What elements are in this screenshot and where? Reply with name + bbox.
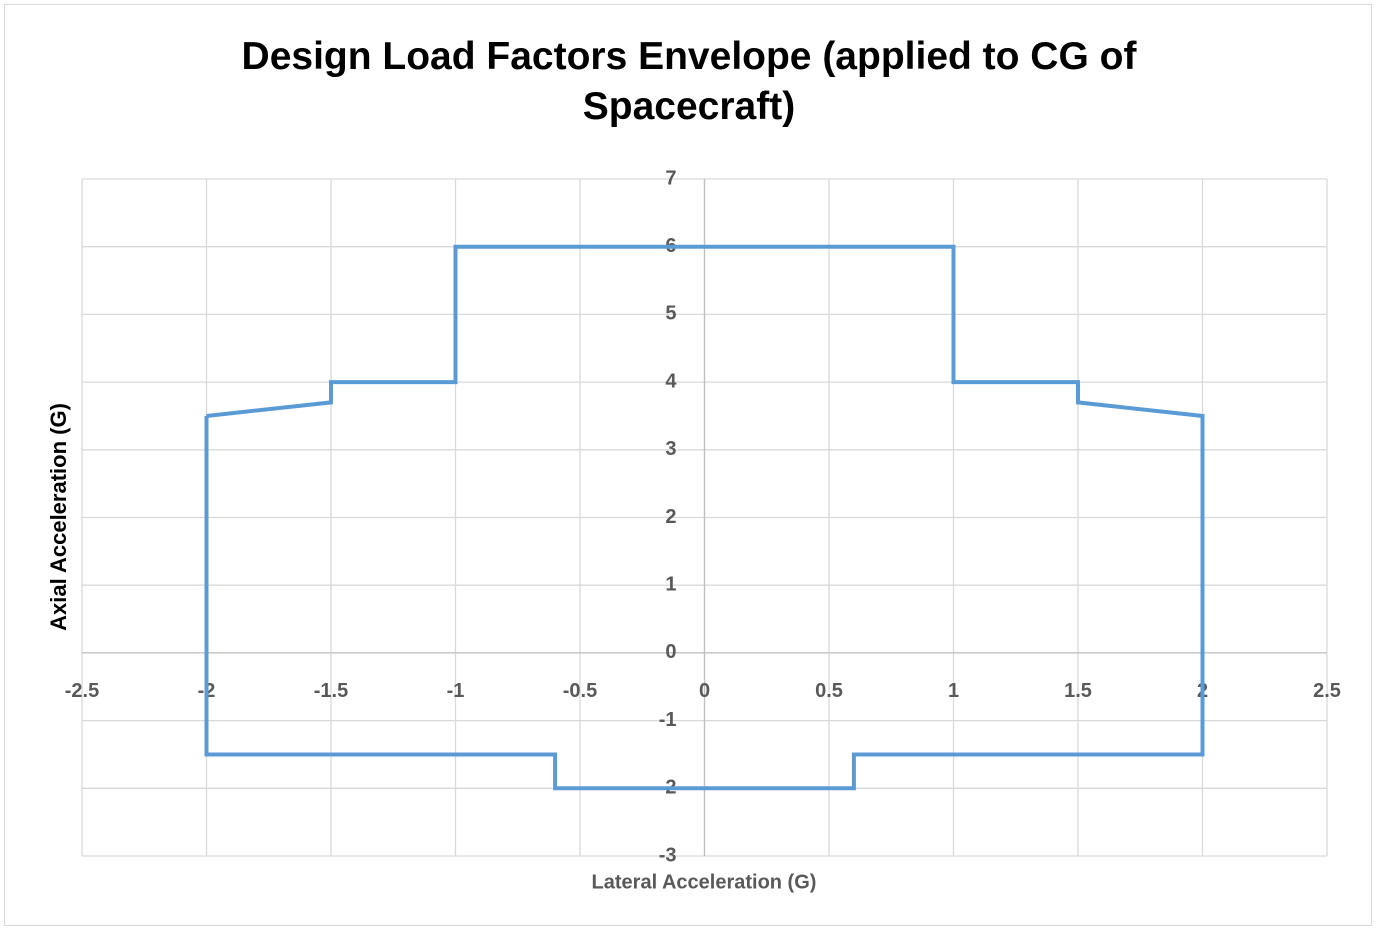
x-tick-label: 0 — [699, 680, 710, 702]
x-tick-label: 2.5 — [1313, 680, 1341, 702]
y-axis-label: Axial Acceleration (G) — [46, 403, 71, 631]
y-tick-label: 4 — [665, 370, 677, 392]
x-axis-label: Lateral Acceleration (G) — [592, 871, 817, 893]
y-tick-label: 0 — [665, 641, 676, 663]
y-tick-label: 5 — [665, 303, 676, 325]
x-tick-label: -2.5 — [65, 680, 99, 702]
x-tick-label: -1.5 — [314, 680, 348, 702]
y-tick-label: 1 — [665, 573, 676, 595]
x-tick-label: 0.5 — [815, 680, 843, 702]
y-tick-label: -3 — [659, 844, 677, 866]
x-tick-label: 1 — [948, 680, 959, 702]
chart-frame — [4, 4, 1372, 926]
x-tick-label: -1 — [447, 680, 465, 702]
y-tick-label: 7 — [665, 167, 676, 189]
envelope-line — [204, 244, 1205, 791]
y-tick-label: 2 — [665, 506, 676, 528]
x-tick-label: 1.5 — [1064, 680, 1092, 702]
x-tick-label: -0.5 — [563, 680, 597, 702]
y-tick-label: 3 — [665, 438, 676, 460]
chart-title: Design Load Factors Envelope (applied to… — [241, 35, 1137, 128]
y-tick-label: -1 — [659, 709, 677, 731]
